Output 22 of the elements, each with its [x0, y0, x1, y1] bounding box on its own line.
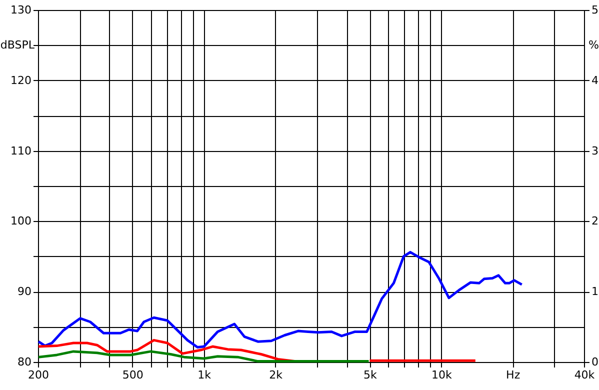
y2-tick-label: 2: [592, 214, 598, 228]
y-tick-label: 90: [18, 285, 32, 298]
x-tick-label: 1k: [198, 368, 212, 382]
y2-axis-title: %: [588, 38, 599, 52]
y-tick-label: 100: [10, 214, 32, 228]
y2-tick-label: 0: [592, 356, 598, 368]
x-tick-label: 5k: [364, 368, 378, 382]
y2-tick-label: 3: [592, 144, 598, 158]
y2-tick-label: 5: [592, 4, 598, 16]
y-tick-label: 110: [10, 144, 32, 158]
x-tick-label: 40k: [574, 368, 596, 382]
x-tick-label: Hz: [506, 368, 520, 382]
y-axis-title: dBSPL: [0, 38, 36, 52]
x-tick-label: 200: [28, 368, 49, 382]
y-tick-label: 130: [10, 4, 32, 16]
x-tick-label: 10k: [431, 368, 452, 382]
y2-tick-label: 1: [592, 285, 598, 298]
y-tick-label: 80: [18, 356, 32, 368]
x-tick-label: 500: [122, 368, 144, 382]
y-tick-label: 120: [10, 74, 32, 87]
x-tick-label: 2k: [269, 368, 284, 382]
y2-tick-label: 4: [592, 74, 598, 87]
